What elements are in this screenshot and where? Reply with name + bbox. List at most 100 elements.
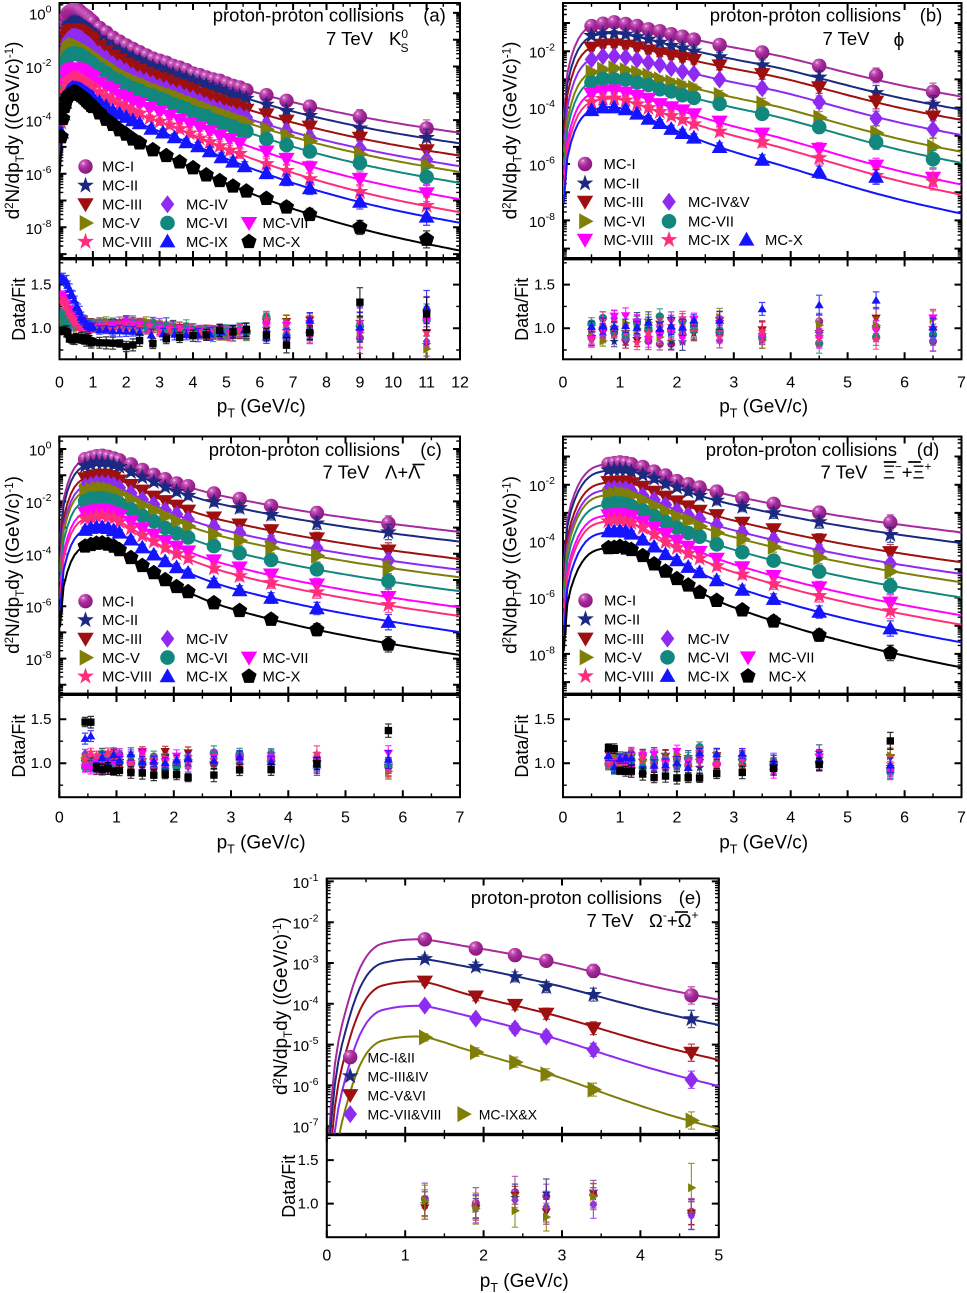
svg-text:MC-III&IV: MC-III&IV — [368, 1068, 429, 1084]
svg-text:7 TeV: 7 TeV — [823, 28, 871, 49]
svg-text:MC-IX: MC-IX — [186, 235, 228, 251]
svg-text:(d): (d) — [917, 439, 940, 460]
svg-text:1.0: 1.0 — [534, 755, 555, 772]
svg-text:11: 11 — [418, 374, 435, 391]
svg-text:9: 9 — [355, 374, 364, 391]
svg-text:2: 2 — [169, 809, 178, 826]
svg-text:1: 1 — [401, 1248, 410, 1265]
svg-text:d2N/dpTdy ((GeV/c)-1): d2N/dpTdy ((GeV/c)-1) — [501, 476, 525, 654]
svg-text:MC-II: MC-II — [604, 177, 640, 193]
svg-text:MC-VII: MC-VII — [688, 215, 734, 231]
svg-text:1.5: 1.5 — [534, 277, 555, 294]
svg-text:1.5: 1.5 — [298, 1152, 319, 1169]
svg-text:2: 2 — [672, 809, 681, 826]
svg-text:7 TeV: 7 TeV — [323, 462, 371, 483]
svg-text:pT (GeV/c): pT (GeV/c) — [217, 833, 306, 857]
svg-text:MC-X: MC-X — [263, 670, 301, 686]
svg-text:ϕ: ϕ — [894, 30, 905, 51]
svg-text:7 TeV: 7 TeV — [326, 28, 374, 49]
svg-text:proton-proton collisions: proton-proton collisions — [471, 887, 662, 908]
svg-text:proton-proton collisions: proton-proton collisions — [213, 5, 404, 26]
svg-text:MC-IV: MC-IV — [186, 632, 228, 648]
svg-text:12: 12 — [451, 374, 469, 391]
svg-text:2: 2 — [122, 374, 131, 391]
svg-text:MC-IX: MC-IX — [688, 233, 730, 249]
svg-text:4: 4 — [284, 809, 293, 826]
svg-text:MC-III: MC-III — [102, 632, 142, 648]
svg-text:MC-VIII: MC-VIII — [102, 235, 152, 251]
svg-text:1.0: 1.0 — [298, 1196, 319, 1213]
svg-text:3: 3 — [227, 809, 236, 826]
svg-text:Ξ−+Ξ+: Ξ−+Ξ+ — [883, 462, 932, 483]
svg-text:3: 3 — [729, 809, 738, 826]
svg-text:1: 1 — [88, 374, 97, 391]
svg-text:5: 5 — [222, 374, 231, 391]
svg-text:4: 4 — [786, 374, 795, 391]
svg-text:MC-IX: MC-IX — [688, 669, 730, 685]
svg-text:1: 1 — [615, 809, 624, 826]
svg-text:6: 6 — [900, 374, 909, 391]
svg-text:MC-VII&VIII: MC-VII&VIII — [368, 1106, 442, 1122]
svg-text:(a): (a) — [423, 5, 446, 26]
svg-text:d2N/dpTdy ((GeV/c)-1): d2N/dpTdy ((GeV/c)-1) — [271, 917, 295, 1095]
svg-text:pT (GeV/c): pT (GeV/c) — [480, 1271, 569, 1293]
svg-text:1.5: 1.5 — [31, 711, 52, 728]
svg-text:K0S: K0 S — [389, 27, 409, 55]
svg-text:5: 5 — [843, 809, 852, 826]
svg-text:MC-I: MC-I — [102, 160, 134, 176]
svg-text:pT (GeV/c): pT (GeV/c) — [719, 833, 808, 857]
svg-text:0: 0 — [322, 1248, 331, 1265]
svg-text:d2N/dpTdy ((GeV/c)-1): d2N/dpTdy ((GeV/c)-1) — [501, 42, 525, 220]
svg-text:d2N/dpTdy ((GeV/c)-1): d2N/dpTdy ((GeV/c)-1) — [3, 476, 27, 654]
svg-text:proton-proton collisions: proton-proton collisions — [209, 439, 400, 460]
svg-text:1.0: 1.0 — [31, 755, 52, 772]
svg-text:MC-V: MC-V — [604, 651, 642, 667]
svg-text:MC-III: MC-III — [604, 632, 644, 648]
svg-text:MC-II: MC-II — [102, 179, 138, 195]
svg-text:MC-I&II: MC-I&II — [368, 1049, 415, 1065]
svg-text:Data/Fit: Data/Fit — [9, 278, 29, 341]
svg-text:0: 0 — [55, 809, 64, 826]
svg-text:7 TeV: 7 TeV — [821, 462, 869, 483]
svg-text:(c): (c) — [420, 439, 442, 460]
svg-text:Data/Fit: Data/Fit — [9, 715, 29, 778]
svg-text:MC-II: MC-II — [604, 612, 640, 628]
svg-text:1.5: 1.5 — [534, 711, 555, 728]
svg-text:1.0: 1.0 — [31, 320, 52, 337]
svg-text:MC-III: MC-III — [102, 198, 142, 214]
svg-text:MC-VI: MC-VI — [604, 215, 646, 231]
svg-text:4: 4 — [636, 1248, 645, 1265]
svg-text:MC-VIII: MC-VIII — [604, 669, 654, 685]
svg-text:MC-X: MC-X — [765, 233, 803, 249]
svg-text:2: 2 — [479, 1248, 488, 1265]
svg-text:MC-IV&V: MC-IV&V — [688, 195, 750, 211]
svg-text:proton-proton collisions: proton-proton collisions — [706, 439, 897, 460]
svg-text:10: 10 — [384, 374, 402, 391]
svg-text:MC-II: MC-II — [102, 613, 138, 629]
svg-text:2: 2 — [672, 374, 681, 391]
svg-text:MC-VII: MC-VII — [263, 651, 309, 667]
svg-text:5: 5 — [714, 1248, 723, 1265]
svg-text:MC-VI: MC-VI — [186, 216, 228, 232]
svg-text:Λ+Λ: Λ+Λ — [385, 462, 421, 483]
svg-text:6: 6 — [255, 374, 264, 391]
svg-text:MC-I: MC-I — [604, 594, 636, 610]
svg-text:4: 4 — [189, 374, 198, 391]
svg-text:8: 8 — [322, 374, 331, 391]
svg-text:MC-IX&X: MC-IX&X — [479, 1106, 538, 1122]
svg-text:5: 5 — [341, 809, 350, 826]
svg-text:7: 7 — [289, 374, 298, 391]
svg-text:MC-VIII: MC-VIII — [604, 233, 654, 249]
svg-text:0: 0 — [55, 374, 64, 391]
svg-text:MC-IV: MC-IV — [688, 632, 730, 648]
svg-text:3: 3 — [558, 1248, 567, 1265]
svg-text:0: 0 — [559, 809, 568, 826]
svg-text:(b): (b) — [920, 5, 943, 26]
svg-text:Data/Fit: Data/Fit — [512, 715, 532, 778]
svg-text:MC-V: MC-V — [102, 651, 140, 667]
svg-text:1.5: 1.5 — [31, 277, 52, 294]
svg-text:MC-V&VI: MC-V&VI — [368, 1087, 426, 1103]
svg-text:MC-X: MC-X — [769, 669, 807, 685]
svg-text:MC-X: MC-X — [263, 235, 301, 251]
svg-text:Data/Fit: Data/Fit — [279, 1155, 299, 1218]
